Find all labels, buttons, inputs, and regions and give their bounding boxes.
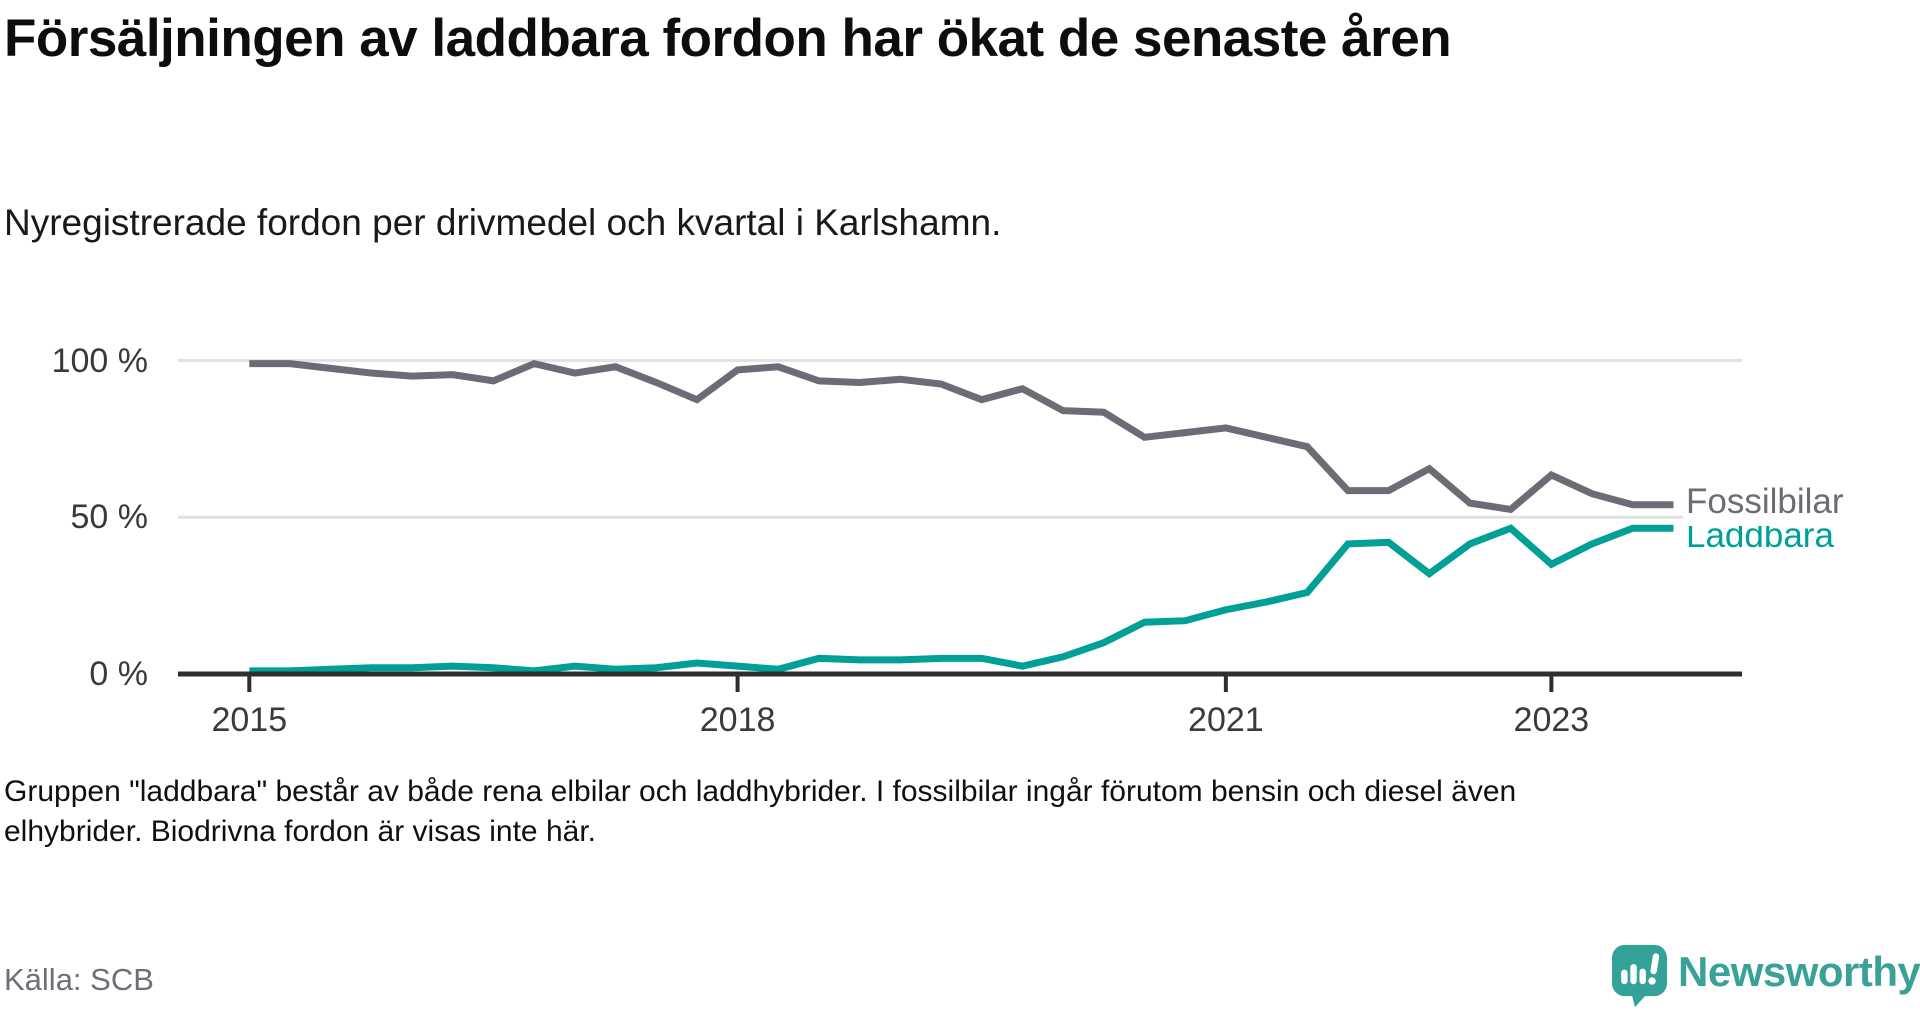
page-title: Försäljningen av laddbara fordon har öka… bbox=[4, 9, 1452, 68]
series-label-fossilbilar: Fossilbilar bbox=[1683, 482, 1850, 526]
bar-1 bbox=[1621, 969, 1628, 985]
series-line-fossilbilar bbox=[249, 359, 1674, 514]
bar-3 bbox=[1639, 968, 1646, 985]
bar-2 bbox=[1630, 964, 1637, 985]
source-label: Källa: SCB bbox=[4, 962, 154, 997]
newsworthy-logo-icon bbox=[1612, 944, 1667, 1008]
chart-subtitle: Nyregistrerade fordon per drivmedel och … bbox=[4, 202, 1002, 243]
chart-footnote: Gruppen "laddbara" består av både rena e… bbox=[4, 775, 1517, 848]
exclamation-mark bbox=[1648, 953, 1660, 985]
newsworthy-wordmark: Newsworthy bbox=[1678, 948, 1920, 995]
series-line-laddbara bbox=[249, 524, 1674, 675]
